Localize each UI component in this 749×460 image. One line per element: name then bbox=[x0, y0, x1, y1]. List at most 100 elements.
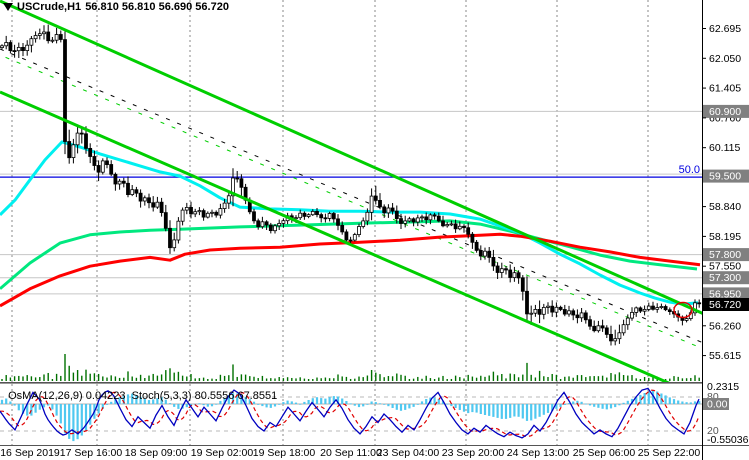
candle-body bbox=[105, 160, 109, 165]
ma-mid-line bbox=[0, 219, 698, 290]
candle-body bbox=[222, 202, 227, 210]
badge-price-label: 56.950 bbox=[709, 288, 741, 300]
price-tick-label: 62.695 bbox=[709, 23, 741, 35]
volume-bar bbox=[106, 377, 108, 381]
badge-price-label: 60.900 bbox=[709, 106, 741, 118]
ma-slow-line bbox=[0, 232, 701, 308]
candle-body bbox=[319, 214, 324, 219]
candle-body bbox=[642, 308, 647, 312]
osma-bar bbox=[672, 399, 676, 404]
volume-bar bbox=[530, 374, 532, 381]
osma-bar bbox=[76, 404, 79, 440]
price-axis[interactable]: 62.69562.05061.40560.76060.11558.84058.1… bbox=[0, 23, 749, 459]
osma-bar bbox=[609, 404, 613, 409]
volume-bar bbox=[354, 378, 356, 381]
trendline-dashed bbox=[0, 48, 702, 343]
volume-bar bbox=[295, 378, 297, 381]
osma-bar bbox=[605, 404, 608, 410]
candle-body bbox=[424, 216, 429, 221]
volume-bar bbox=[253, 376, 255, 381]
candle-body bbox=[298, 212, 303, 219]
time-axis-label: 16 Sep 2019 bbox=[0, 447, 60, 459]
osma-bar bbox=[626, 400, 629, 404]
volume-bar bbox=[223, 375, 226, 381]
osma-bar bbox=[105, 404, 109, 405]
volume-bar bbox=[156, 375, 159, 381]
osma-bar bbox=[370, 401, 373, 404]
volume-bar bbox=[454, 375, 457, 381]
badge-price-label: 57.800 bbox=[709, 249, 741, 261]
volume-bar bbox=[400, 374, 402, 381]
osma-bar bbox=[198, 403, 201, 405]
candle-body bbox=[264, 221, 269, 226]
candle-body bbox=[441, 220, 445, 227]
candle-body bbox=[193, 211, 198, 215]
osma-bar bbox=[21, 404, 25, 414]
osma-bar bbox=[231, 393, 235, 404]
osma-bar bbox=[72, 404, 75, 442]
candle-body bbox=[554, 306, 559, 313]
candle-body bbox=[663, 306, 668, 311]
volume-bar bbox=[366, 375, 369, 381]
osma-bar bbox=[681, 401, 684, 404]
osma-bar bbox=[286, 400, 289, 404]
volume-bar bbox=[463, 378, 465, 381]
price-tick-label: 56.260 bbox=[709, 320, 741, 332]
volume-bar bbox=[5, 375, 7, 381]
osma-bar bbox=[614, 404, 617, 408]
time-axis-label: 20 Sep 11:00 bbox=[320, 447, 382, 459]
volume-bar bbox=[139, 374, 142, 381]
candle-body bbox=[277, 222, 282, 227]
volume-bar bbox=[30, 376, 33, 381]
price-tick-label: 60.115 bbox=[709, 142, 740, 154]
price-tick-label: 62.050 bbox=[709, 53, 741, 65]
candle-body bbox=[189, 206, 193, 215]
osma-bar bbox=[542, 404, 545, 415]
candle-body bbox=[336, 218, 340, 226]
volume-bar bbox=[622, 375, 625, 381]
time-axis-label: 23 Sep 20:00 bbox=[442, 447, 505, 459]
time-axis-label: 19 Sep 02:00 bbox=[191, 447, 254, 459]
osma-histogram bbox=[0, 390, 701, 442]
trend-channel-line bbox=[0, 90, 671, 382]
candle-body bbox=[130, 189, 135, 195]
volume-bar bbox=[13, 376, 16, 381]
volume-bar bbox=[320, 378, 322, 381]
candle-body bbox=[394, 210, 399, 220]
volume-bar bbox=[433, 379, 436, 381]
candle-body bbox=[525, 290, 529, 315]
candle-body bbox=[155, 201, 160, 208]
price-tick-label: 58.840 bbox=[709, 201, 741, 213]
osma-bar bbox=[656, 391, 659, 404]
osma-max-label: 0.2315 bbox=[707, 381, 739, 393]
osma-bar bbox=[42, 404, 46, 408]
osma-bar bbox=[353, 404, 356, 406]
volume-bar bbox=[76, 370, 79, 381]
candle-body bbox=[235, 177, 240, 180]
candle-body bbox=[88, 147, 93, 157]
osma-bar bbox=[227, 395, 230, 404]
volume-bar bbox=[618, 372, 621, 381]
trend-channel-line bbox=[0, 0, 702, 315]
candle-body bbox=[12, 50, 17, 52]
candle-body bbox=[655, 307, 660, 310]
volume-bar bbox=[215, 379, 217, 381]
osma-bar bbox=[17, 404, 20, 411]
candle-body bbox=[113, 173, 118, 185]
volume-bar bbox=[165, 370, 167, 381]
candle-body bbox=[71, 144, 76, 159]
osma-bar bbox=[110, 401, 113, 404]
candle-body bbox=[474, 241, 479, 251]
volume-bar bbox=[488, 375, 490, 381]
osma-bar bbox=[509, 404, 512, 418]
ohlc-values: 56.810 56.810 56.690 56.720 bbox=[85, 1, 229, 13]
candle-body bbox=[306, 214, 311, 217]
candle-body bbox=[214, 211, 219, 216]
osma-bar bbox=[588, 404, 592, 406]
volume-bar bbox=[173, 372, 175, 381]
volume-bar bbox=[396, 373, 398, 381]
osma-bar bbox=[80, 404, 83, 436]
volume-bar bbox=[219, 374, 222, 381]
volume-bar bbox=[240, 374, 243, 381]
